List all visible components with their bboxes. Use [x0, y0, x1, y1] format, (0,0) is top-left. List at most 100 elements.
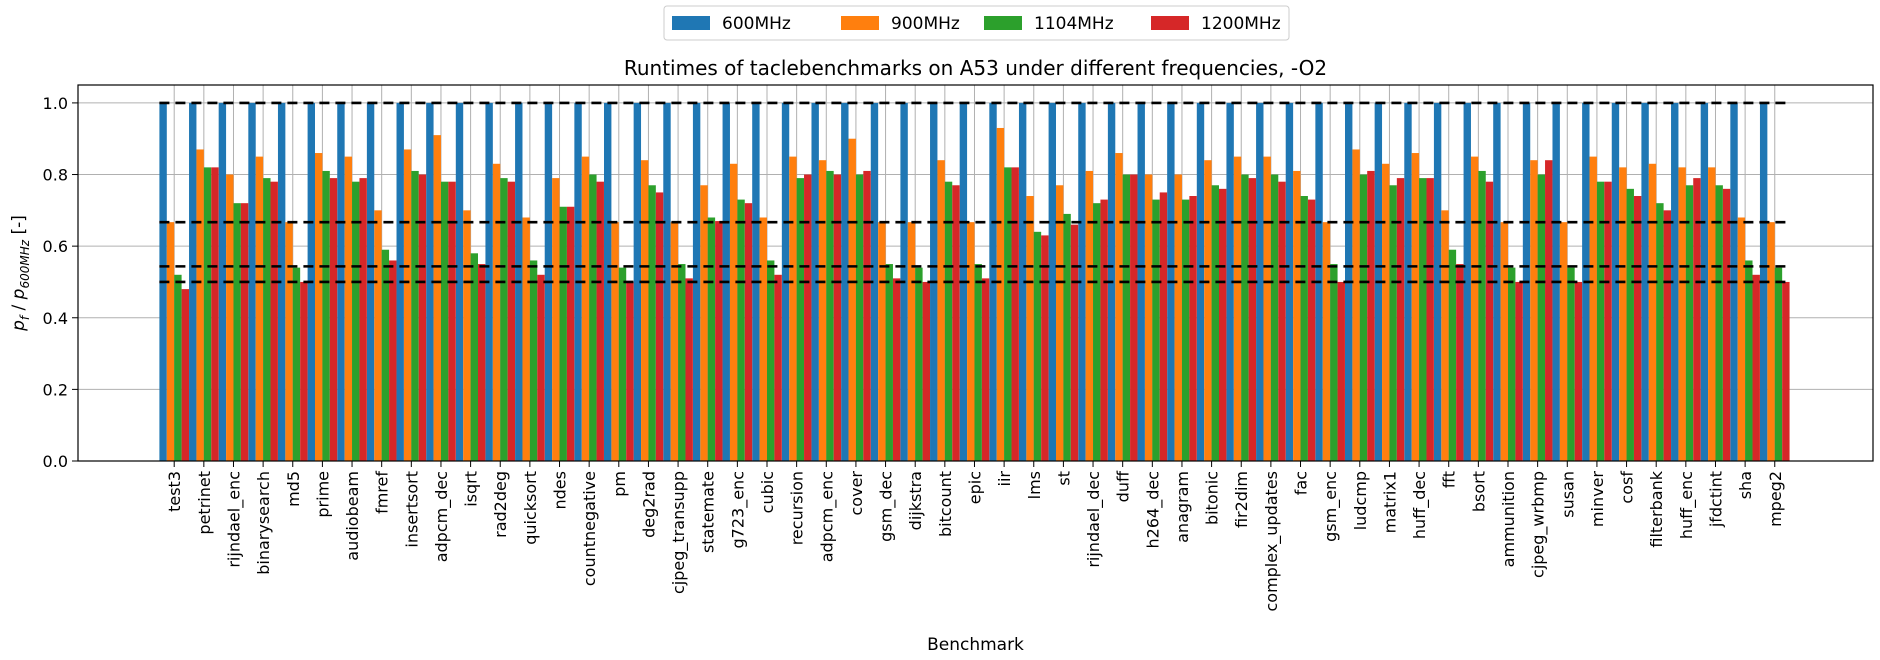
- y-tick-label: 0.2: [43, 380, 68, 399]
- bar-1104MHz-ndes: [559, 206, 567, 461]
- x-tick-label: recursion: [788, 471, 807, 545]
- bar-1200MHz-isqrt: [478, 264, 486, 461]
- legend-label-1104MHz: 1104MHz: [1034, 14, 1114, 34]
- bar-900MHz-adpcm_enc: [818, 160, 827, 461]
- bar-1200MHz-bsort: [1485, 181, 1494, 461]
- bar-900MHz-bitcount: [937, 160, 945, 461]
- bar-1200MHz-ludcmp: [1367, 170, 1375, 461]
- bar-900MHz-bsort: [1470, 156, 1479, 461]
- x-tick-label: huff_dec: [1410, 471, 1430, 539]
- bar-1104MHz-mpeg2: [1774, 267, 1783, 461]
- bar-1104MHz-iir: [1004, 167, 1012, 461]
- bar-1200MHz-fmref: [389, 260, 397, 461]
- plot-frame: [77, 84, 1874, 462]
- bar-600MHz-adpcm_dec: [426, 102, 434, 462]
- bar-900MHz-cubic: [759, 217, 767, 461]
- bar-600MHz-isqrt: [455, 102, 464, 462]
- bar-900MHz-jfdctint: [1708, 167, 1716, 461]
- bar-1200MHz-adpcm_enc: [833, 174, 842, 461]
- x-tick-label: fmref: [373, 471, 392, 514]
- bar-1200MHz-mpeg2: [1782, 281, 1790, 461]
- bar-1104MHz-bitcount: [944, 181, 953, 461]
- bar-1200MHz-lms: [1041, 235, 1049, 461]
- bar-1104MHz-fft: [1448, 249, 1457, 461]
- bar-1200MHz-countnegative: [596, 181, 604, 461]
- x-tick-label: deg2rad: [639, 471, 658, 538]
- bar-900MHz-cover: [848, 138, 856, 461]
- bar-1104MHz-huff_dec: [1419, 178, 1427, 461]
- bar-1200MHz-bitonic: [1219, 188, 1227, 461]
- bar-900MHz-petrinet: [196, 149, 204, 461]
- bar-900MHz-rad2deg: [492, 163, 501, 461]
- bar-1200MHz-minver: [1604, 181, 1612, 461]
- y-tick-label: 0.0: [43, 452, 68, 471]
- bar-600MHz-st: [1048, 102, 1056, 462]
- bar-1104MHz-gsm_dec: [885, 264, 893, 461]
- bar-1200MHz-audiobeam: [359, 178, 367, 461]
- bar-900MHz-quicksort: [522, 217, 530, 461]
- x-tick-label: h264_dec: [1143, 471, 1163, 548]
- bar-600MHz-filterbank: [1641, 102, 1649, 462]
- bar-1200MHz-fac: [1307, 199, 1316, 462]
- bar-900MHz-ludcmp: [1352, 149, 1360, 461]
- x-tick-label: cjpeg_transupp: [669, 471, 689, 594]
- bar-600MHz-adpcm_enc: [811, 102, 819, 462]
- bar-900MHz-statemate: [700, 185, 708, 461]
- x-tick-label: gsm_enc: [1321, 471, 1341, 542]
- x-tick-label: pm: [610, 471, 629, 497]
- bar-600MHz-cover: [841, 102, 849, 462]
- bar-1200MHz-quicksort: [537, 274, 545, 461]
- y-label-unit: [-]: [9, 215, 29, 240]
- bar-900MHz-mpeg2: [1767, 222, 1775, 461]
- bar-900MHz-cjpeg_transupp: [670, 222, 679, 461]
- x-tick-label: rijndael_enc: [224, 471, 244, 568]
- bar-900MHz-bitonic: [1204, 160, 1212, 461]
- bar-1200MHz-rad2deg: [507, 181, 516, 461]
- bar-1104MHz-test3: [174, 274, 182, 461]
- bar-600MHz-binarysearch: [248, 102, 256, 462]
- x-tick-label: fir2dim: [1232, 471, 1251, 528]
- x-tick-label: minver: [1588, 471, 1607, 527]
- bar-1104MHz-adpcm_dec: [440, 181, 449, 461]
- x-tick-label: susan: [1558, 471, 1577, 518]
- y-tick-label: 0.6: [43, 237, 68, 256]
- bar-1200MHz-iir: [1011, 167, 1019, 461]
- bar-1200MHz-dijkstra: [922, 281, 930, 461]
- bar-1200MHz-cover: [863, 170, 871, 461]
- bar-1200MHz-adpcm_dec: [448, 181, 456, 461]
- bar-600MHz-fft: [1433, 102, 1442, 462]
- bar-900MHz-complex_updates: [1263, 156, 1271, 461]
- bar-1104MHz-epic: [974, 264, 982, 461]
- bar-600MHz-cjpeg_transupp: [663, 102, 671, 462]
- bar-1104MHz-fir2dim: [1241, 174, 1249, 461]
- y-label-sub-600: 600MHz: [18, 239, 32, 288]
- bar-1200MHz-rijndael_dec: [1100, 199, 1108, 462]
- bar-1104MHz-audiobeam: [352, 181, 360, 461]
- bar-1200MHz-cosf: [1633, 196, 1642, 461]
- x-tick-label: matrix1: [1380, 471, 1399, 533]
- y-label-p2: p: [9, 288, 29, 300]
- bar-1200MHz-md5: [300, 281, 308, 461]
- bar-1200MHz-g723_enc: [744, 203, 753, 461]
- x-tick-label: anagram: [1173, 471, 1192, 543]
- bar-1200MHz-st: [1070, 224, 1079, 461]
- bar-900MHz-recursion: [789, 156, 797, 461]
- bar-1200MHz-insertsort: [418, 174, 427, 461]
- x-tick-label: adpcm_dec: [432, 471, 452, 562]
- bar-900MHz-gsm_enc: [1322, 222, 1331, 461]
- bar-1104MHz-fac: [1300, 196, 1308, 461]
- bar-1104MHz-bitonic: [1211, 185, 1219, 461]
- bar-900MHz-anagram: [1174, 174, 1182, 461]
- bar-1104MHz-rijndael_dec: [1093, 203, 1101, 461]
- bar-1104MHz-prime: [322, 170, 330, 461]
- bar-900MHz-gsm_dec: [878, 222, 886, 461]
- bar-900MHz-filterbank: [1648, 163, 1657, 461]
- bar-1104MHz-adpcm_enc: [826, 170, 834, 461]
- x-tick-label: bitonic: [1203, 471, 1222, 525]
- bar-900MHz-dijkstra: [907, 222, 916, 461]
- x-tick-label: rijndael_dec: [1084, 471, 1104, 568]
- x-tick-label: dijkstra: [906, 471, 925, 530]
- x-tick-label: bitcount: [936, 471, 955, 537]
- bar-900MHz-pm: [611, 222, 619, 461]
- bar-900MHz-fac: [1293, 170, 1301, 461]
